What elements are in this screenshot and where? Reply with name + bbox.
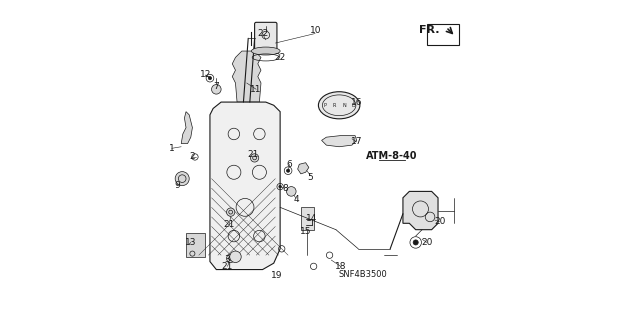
Circle shape: [230, 251, 241, 263]
Text: 19: 19: [271, 271, 283, 280]
Circle shape: [212, 85, 221, 94]
Text: 14: 14: [307, 214, 317, 223]
Circle shape: [227, 254, 235, 263]
Circle shape: [227, 208, 235, 216]
Text: 1: 1: [169, 144, 175, 153]
Text: 9: 9: [174, 181, 180, 189]
Text: 13: 13: [185, 238, 196, 247]
Text: 11: 11: [250, 85, 262, 94]
Text: 15: 15: [300, 227, 312, 236]
Text: 6: 6: [287, 160, 292, 169]
Polygon shape: [321, 136, 356, 147]
Circle shape: [413, 240, 419, 245]
Text: 21: 21: [223, 220, 235, 229]
Polygon shape: [298, 163, 309, 174]
Text: 18: 18: [335, 262, 346, 271]
Bar: [224, 121, 243, 147]
Text: ATM-8-40: ATM-8-40: [366, 151, 417, 161]
Text: 10: 10: [310, 26, 321, 35]
Circle shape: [287, 169, 290, 172]
Text: 3: 3: [225, 256, 230, 264]
Text: 21: 21: [247, 150, 259, 159]
Text: SNF4B3500: SNF4B3500: [339, 270, 387, 279]
Text: 8: 8: [282, 184, 288, 193]
Text: 21: 21: [222, 262, 233, 271]
Circle shape: [175, 172, 189, 186]
Text: D: D: [351, 103, 355, 108]
Polygon shape: [210, 102, 280, 270]
Text: 20: 20: [421, 238, 433, 247]
Circle shape: [279, 185, 282, 188]
Text: 22: 22: [257, 29, 268, 38]
Circle shape: [287, 187, 296, 196]
Text: 12: 12: [200, 70, 211, 79]
Text: 16: 16: [351, 98, 362, 107]
Polygon shape: [403, 191, 438, 230]
Polygon shape: [181, 112, 193, 144]
Ellipse shape: [319, 92, 360, 119]
Text: P: P: [323, 103, 326, 108]
Bar: [186, 233, 205, 257]
Text: 20: 20: [434, 217, 445, 226]
Text: 17: 17: [351, 137, 362, 146]
Bar: [427, 24, 459, 45]
Text: R: R: [333, 103, 336, 108]
Text: 7: 7: [214, 82, 219, 91]
Text: 2: 2: [189, 152, 195, 161]
Circle shape: [209, 77, 212, 80]
Ellipse shape: [252, 47, 280, 55]
Text: 4: 4: [293, 195, 299, 204]
Text: 5: 5: [308, 173, 314, 182]
Text: FR.: FR.: [419, 25, 440, 35]
Text: N: N: [342, 103, 346, 108]
FancyBboxPatch shape: [255, 22, 277, 53]
Polygon shape: [232, 51, 261, 102]
Bar: [301, 207, 314, 230]
Text: 22: 22: [275, 53, 285, 62]
Circle shape: [250, 154, 259, 162]
Bar: [226, 169, 243, 188]
